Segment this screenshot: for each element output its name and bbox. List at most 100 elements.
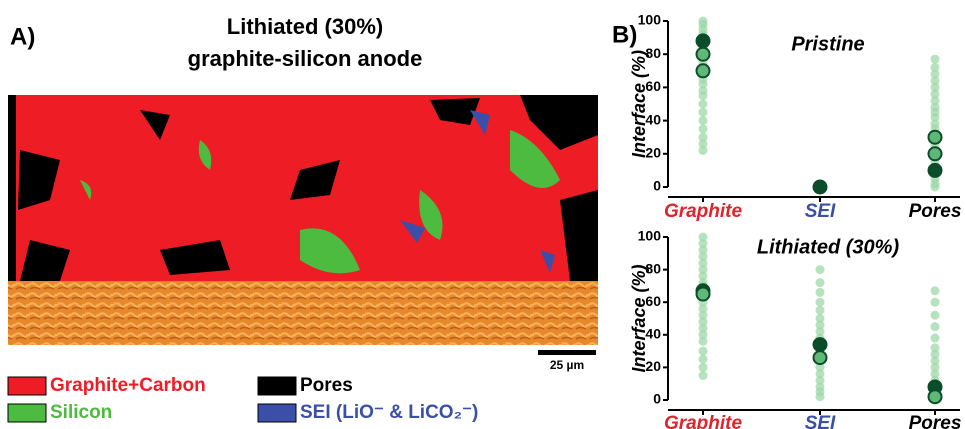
legend-swatch [7, 403, 47, 423]
legend-swatch [257, 376, 297, 396]
y-tick-label: 0 [653, 391, 661, 407]
highlight-point [927, 129, 943, 145]
data-point [930, 54, 940, 64]
data-point [815, 287, 825, 297]
legend-label: Pores [300, 375, 353, 396]
panel-title: graphite-silicon anode [188, 46, 423, 71]
data-point [698, 362, 708, 372]
y-tick-label: 60 [645, 293, 661, 309]
highlight-point [927, 146, 943, 162]
data-point [698, 232, 708, 242]
data-point [930, 96, 940, 106]
highlight-point [695, 63, 711, 79]
data-point [698, 346, 708, 356]
data-point [930, 362, 940, 372]
y-axis-label: Interface (%) [629, 50, 649, 158]
data-point [930, 69, 940, 79]
y-axis-label: Interface (%) [629, 264, 649, 372]
panel-title: Lithiated (30%) [227, 14, 383, 39]
data-point [815, 327, 825, 337]
data-point [698, 107, 708, 117]
data-point [815, 265, 825, 275]
data-point [930, 310, 940, 320]
data-point [698, 317, 708, 327]
data-point [930, 349, 940, 359]
x-tick-label: SEI [805, 413, 836, 429]
data-point [815, 320, 825, 330]
highlight-point [812, 337, 828, 353]
data-point [698, 310, 708, 320]
highlight-point [695, 33, 711, 49]
data-point [930, 89, 940, 99]
data-point [698, 124, 708, 134]
chart-title: Lithiated (30%) [757, 236, 900, 258]
y-tick-label: 40 [645, 326, 661, 342]
data-point [815, 305, 825, 315]
data-point [698, 271, 708, 281]
data-point [698, 79, 708, 89]
data-point [815, 369, 825, 379]
data-point [930, 286, 940, 296]
data-point [698, 132, 708, 142]
data-point [930, 297, 940, 307]
data-point [815, 297, 825, 307]
chart-title: Pristine [791, 33, 864, 55]
micrograph [8, 95, 598, 345]
data-point [815, 392, 825, 402]
y-tick-label: 60 [645, 78, 661, 94]
legend-label: Graphite+Carbon [50, 375, 206, 396]
data-point [698, 265, 708, 275]
data-point [930, 62, 940, 72]
y-tick-label: 80 [645, 45, 661, 61]
highlight-point [695, 286, 711, 302]
x-tick-label: Graphite [664, 201, 743, 222]
data-point [930, 76, 940, 86]
data-point [698, 245, 708, 255]
data-point [930, 356, 940, 366]
highlight-point [927, 162, 943, 178]
data-point [698, 252, 708, 262]
y-tick-label: 20 [645, 358, 661, 374]
y-tick-label: 0 [653, 178, 661, 194]
data-point [930, 182, 940, 192]
data-point [698, 145, 708, 155]
data-point [698, 323, 708, 333]
data-point [698, 99, 708, 109]
scale-bar [538, 350, 596, 355]
y-tick-label: 20 [645, 145, 661, 161]
data-point [815, 314, 825, 323]
data-point [698, 336, 708, 346]
data-point [930, 82, 940, 92]
data-point [698, 354, 708, 364]
data-point [815, 375, 825, 385]
data-point [698, 139, 708, 149]
legend-label: Silicon [50, 402, 112, 423]
data-point [930, 112, 940, 122]
data-point [815, 362, 825, 372]
data-point [930, 369, 940, 379]
data-point [698, 304, 708, 314]
y-tick-label: 100 [638, 228, 662, 244]
x-tick-label: Graphite [664, 413, 743, 429]
legend-swatch [7, 376, 47, 396]
panel-label: A) [10, 23, 35, 50]
data-point [930, 333, 940, 343]
x-tick-label: Pores [909, 201, 962, 222]
highlight-point [812, 179, 828, 195]
x-tick-label: Pores [909, 413, 962, 429]
data-point [698, 116, 708, 126]
data-point [815, 278, 825, 288]
highlight-point [695, 46, 711, 62]
data-point [698, 239, 708, 249]
data-point [698, 91, 708, 101]
data-point [698, 258, 708, 268]
highlight-point [927, 389, 943, 405]
scale-label: 25 µm [550, 358, 584, 372]
data-point [930, 322, 940, 332]
y-tick-label: 40 [645, 111, 661, 127]
y-tick-label: 80 [645, 260, 661, 276]
panel-label: B) [612, 21, 637, 48]
legend-swatch [257, 403, 297, 423]
data-point [930, 343, 940, 353]
